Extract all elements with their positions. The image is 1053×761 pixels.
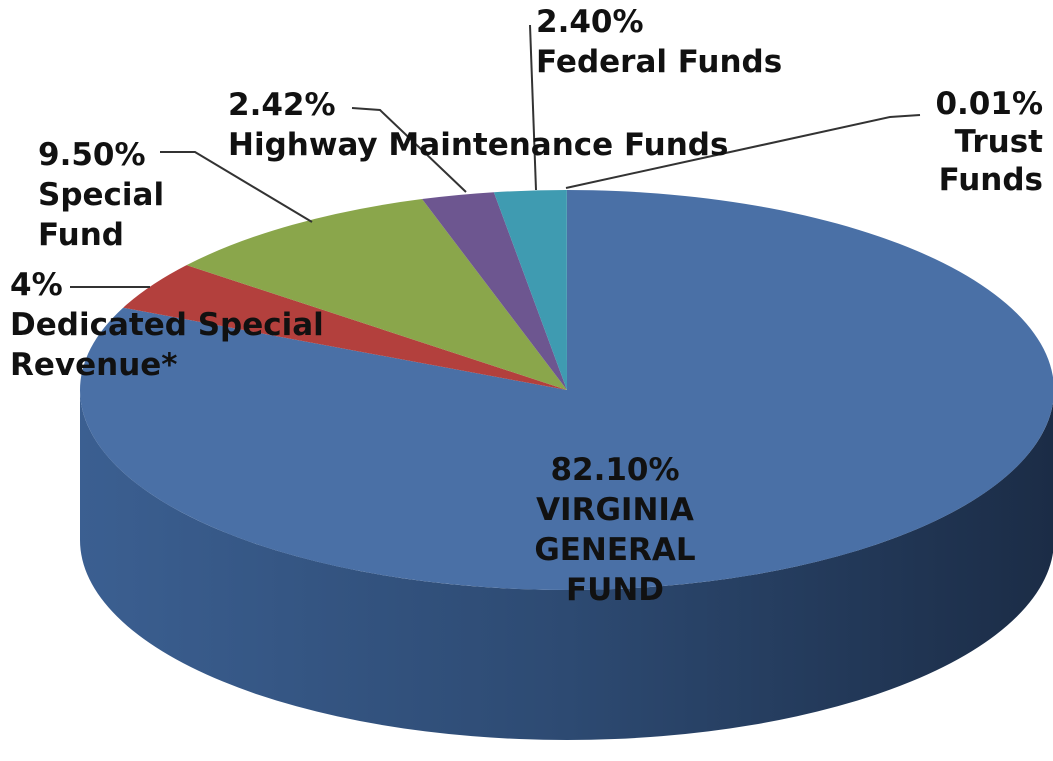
leader-line <box>529 24 537 191</box>
slice-label: 2.40% Federal Funds <box>536 4 783 80</box>
slice <box>80 190 1053 590</box>
slice-label: 9.50% Special Fund <box>38 137 165 253</box>
slices <box>80 190 1053 740</box>
slice <box>422 192 567 390</box>
slice-side <box>80 390 1053 740</box>
slice-label: 0.01% Trust Funds <box>935 86 1043 198</box>
slice-label: 4% Dedicated Special Revenue* <box>10 267 324 383</box>
leader-line <box>160 151 313 223</box>
slice-label: 82.10% VIRGINIA GENERAL FUND <box>534 452 696 608</box>
leader-line <box>565 114 921 189</box>
slice-label: 2.42% Highway Maintenance Funds <box>228 87 729 163</box>
slice <box>123 265 567 390</box>
slice <box>493 190 567 390</box>
leader-line <box>351 107 467 193</box>
slice <box>186 199 567 390</box>
